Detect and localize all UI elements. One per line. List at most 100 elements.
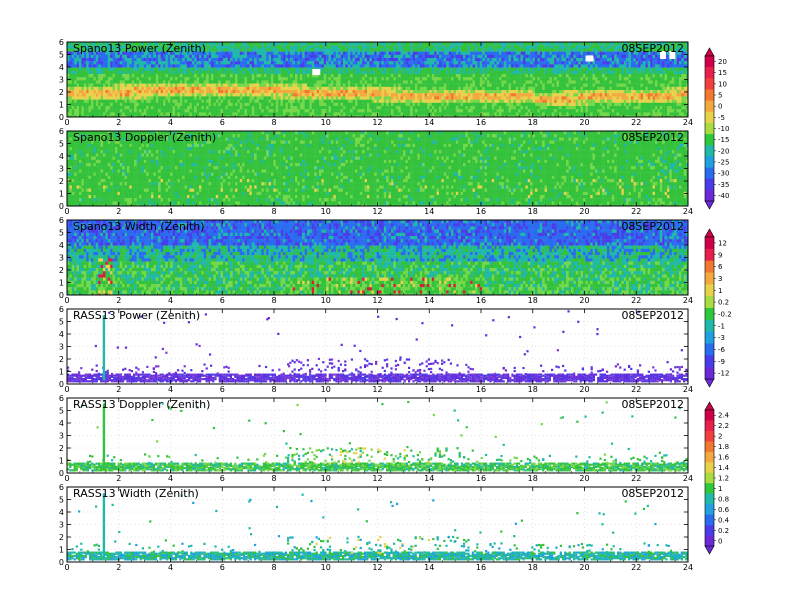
heatmap-cell: [71, 112, 75, 116]
heatmap-cell: [81, 115, 84, 117]
heatmap-cell: [208, 61, 212, 65]
heatmap-cell: [551, 90, 555, 94]
heatmap-cell: [506, 51, 509, 55]
heatmap-cell: [352, 86, 356, 91]
heatmap-cell: [302, 74, 305, 78]
heatmap-cell: [136, 45, 140, 49]
heatmap-cell: [129, 45, 132, 49]
heatmap-cell: [393, 58, 396, 62]
heatmap-cell: [167, 112, 171, 116]
heatmap-cell: [563, 109, 567, 113]
heatmap-cell: [321, 80, 324, 84]
heatmap-cell: [88, 93, 92, 97]
heatmap-cell: [206, 93, 209, 97]
heatmap-cell: [184, 99, 188, 103]
heatmap-cell: [446, 51, 449, 55]
heatmap-cell: [206, 86, 209, 91]
heatmap-cell: [304, 77, 308, 81]
heatmap-cell: [285, 86, 288, 91]
heatmap-cell: [338, 86, 341, 91]
heatmap-cell: [395, 67, 399, 71]
heatmap-cell: [424, 61, 428, 65]
heatmap-cell: [206, 80, 209, 84]
heatmap-cell: [477, 80, 480, 84]
heatmap-cell: [261, 64, 264, 68]
heatmap-cell: [367, 67, 370, 71]
heatmap-cell: [98, 42, 101, 46]
heatmap-cell: [244, 99, 248, 103]
heatmap-cell: [124, 45, 128, 49]
heatmap-cell: [484, 58, 488, 62]
heatmap-cell: [532, 45, 536, 49]
heatmap-cell: [424, 51, 428, 55]
heatmap-cell: [549, 96, 552, 100]
heatmap-cell: [290, 80, 293, 84]
heatmap-cell: [86, 74, 89, 78]
heatmap-cell: [448, 102, 452, 107]
heatmap-cell: [266, 112, 269, 116]
heatmap-cell: [518, 58, 521, 62]
heatmap-cell: [139, 106, 142, 110]
heatmap-cell: [508, 77, 512, 81]
heatmap-cell: [283, 45, 286, 49]
heatmap-cell: [249, 109, 252, 113]
heatmap-cell: [223, 58, 226, 62]
heatmap-cell: [71, 74, 75, 78]
heatmap-cell: [189, 83, 192, 87]
heatmap-cell: [527, 45, 531, 49]
heatmap-cell: [446, 86, 449, 91]
heatmap-cell: [328, 90, 332, 94]
heatmap-cell: [261, 77, 264, 81]
heatmap-cell: [319, 83, 322, 87]
heatmap-cell: [196, 58, 200, 62]
heatmap-cell: [525, 48, 528, 52]
heatmap-cell: [407, 61, 411, 65]
heatmap-cell: [436, 74, 440, 78]
heatmap-cell: [163, 61, 166, 65]
heatmap-cell: [280, 112, 284, 116]
heatmap-cell: [283, 90, 286, 94]
heatmap-cell: [559, 58, 562, 62]
heatmap-cell: [223, 74, 226, 78]
heatmap-cell: [213, 83, 216, 87]
heatmap-cell: [122, 67, 125, 71]
heatmap-cell: [172, 96, 176, 100]
heatmap-cell: [170, 58, 173, 62]
heatmap-cell: [513, 86, 516, 91]
heatmap-cell: [184, 106, 188, 110]
heatmap-cell: [515, 109, 519, 113]
heatmap-cell: [551, 45, 555, 49]
heatmap-cell: [100, 64, 104, 68]
heatmap-cell: [117, 74, 120, 78]
heatmap-cell: [213, 51, 216, 55]
heatmap-cell: [129, 67, 132, 71]
heatmap-cell: [501, 106, 504, 110]
heatmap-cell: [148, 80, 152, 84]
heatmap-cell: [400, 61, 404, 65]
heatmap-cell: [292, 109, 296, 113]
heatmap-cell: [451, 45, 454, 49]
heatmap-cell: [129, 90, 132, 94]
heatmap-cell: [407, 106, 411, 110]
heatmap-cell: [117, 80, 120, 84]
heatmap-cell: [167, 80, 171, 84]
heatmap-cell: [112, 48, 116, 52]
heatmap-cell: [100, 109, 104, 113]
heatmap-cell: [223, 77, 226, 81]
heatmap-cell: [333, 80, 336, 84]
heatmap-cell: [287, 102, 291, 107]
heatmap-cell: [475, 51, 478, 55]
heatmap-cell: [484, 86, 488, 91]
heatmap-cell: [175, 70, 178, 75]
heatmap-cell: [563, 77, 567, 81]
heatmap-cell: [254, 93, 257, 97]
heatmap-cell: [323, 54, 327, 59]
heatmap-cell: [131, 67, 135, 71]
heatmap-cell: [391, 64, 394, 68]
heatmap-cell: [153, 106, 156, 110]
heatmap-cell: [422, 86, 425, 91]
heatmap-cell: [427, 106, 430, 110]
heatmap-cell: [292, 54, 296, 59]
heatmap-cell: [237, 112, 240, 116]
heatmap-cell: [91, 70, 94, 75]
